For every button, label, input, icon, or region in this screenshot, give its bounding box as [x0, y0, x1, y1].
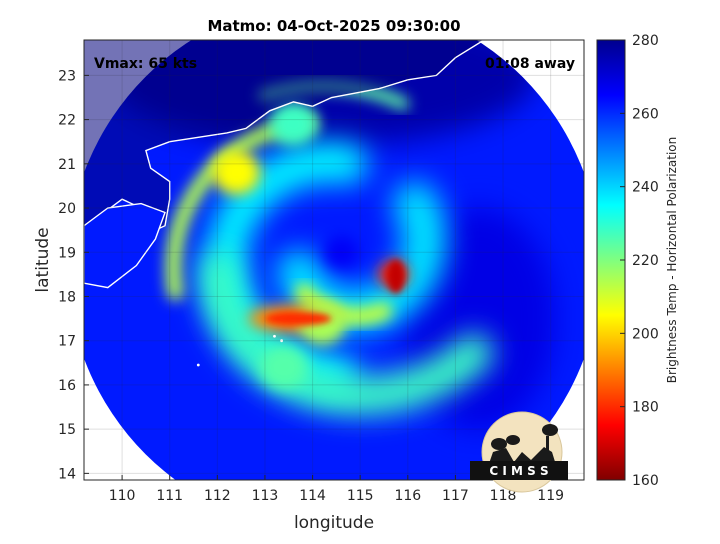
grid-lines: [84, 40, 584, 480]
coastline: [84, 40, 485, 367]
microwave-imagery: [84, 40, 584, 480]
x-tick-label: 110: [109, 488, 136, 504]
feature-band-north: [212, 150, 261, 195]
x-tick-label: 116: [394, 488, 421, 504]
y-tick-label: 14: [58, 466, 76, 482]
plot-area: 110 111 112 113 114 115 116 117 118 119 141516171…: [58, 39, 585, 504]
x-axis-ticks: 110 111 112 113 114 115 116 117 118 119: [109, 475, 564, 504]
logo-tower-tank: [542, 424, 558, 436]
y-tick-label: 20: [58, 201, 76, 217]
y-axis-ticks: 14 15 16 17 18 19 20 21 22 23: [58, 68, 89, 482]
chart-title: Matmo: 04-Oct-2025 09:30:00: [207, 17, 460, 35]
colorbar-tick-label: 200: [632, 326, 659, 342]
feature-band-outer-south: [260, 345, 308, 390]
x-tick-label: 115: [347, 488, 374, 504]
hainan-coast: [84, 202, 166, 289]
plot-frame: [83, 39, 585, 481]
logo-dish-left: [491, 438, 507, 450]
x-tick-label: 118: [490, 488, 517, 504]
vmax-annotation: Vmax: 65 kts: [94, 56, 197, 72]
south-band-hot-core: [264, 311, 332, 326]
feature-eye: [324, 236, 358, 268]
x-axis-label: longitude: [294, 513, 374, 533]
y-axis-label: latitude: [33, 227, 53, 292]
x-tick-label: 112: [204, 488, 231, 504]
colorbar-ticks: 160 180 200 220 240 260 280: [620, 33, 659, 489]
logo-banner: [470, 461, 568, 480]
y-tick-label: 16: [58, 378, 76, 394]
colorbar-tick-label: 260: [632, 106, 659, 122]
logo-tower-leg: [546, 436, 549, 458]
islet: [280, 339, 284, 343]
x-tick-label: 111: [156, 488, 183, 504]
cimss-logo: C I M S S: [470, 411, 568, 493]
islet: [273, 334, 276, 338]
x-tick-label: 117: [442, 488, 469, 504]
islet: [196, 363, 200, 367]
y-tick-label: 21: [58, 157, 76, 173]
feature-band-northeast: [269, 101, 318, 147]
north-band-core: [165, 115, 317, 301]
y-tick-label: 22: [58, 113, 76, 129]
y-tick-label: 18: [58, 289, 76, 305]
eyewall-core: [387, 259, 405, 294]
logo-text: C I M S S: [489, 464, 548, 478]
colorbar-tick-label: 160: [632, 473, 659, 489]
x-tick-label: 113: [252, 488, 279, 504]
colorbar-label: Brightness Temp - Horizontal Polarizatio…: [665, 137, 679, 384]
mainland-area: [84, 40, 484, 253]
y-tick-label: 19: [58, 245, 76, 261]
colorbar-tick-label: 240: [632, 180, 659, 196]
time-away-annotation: 01:08 away: [485, 56, 575, 72]
y-tick-label: 15: [58, 422, 76, 438]
x-tick-label: 119: [537, 488, 564, 504]
colorbar-tick-label: 220: [632, 253, 659, 269]
colorbar-tick-label: 280: [632, 33, 659, 49]
y-tick-label: 23: [58, 68, 76, 84]
colorbar-tick-label: 180: [632, 400, 659, 416]
y-tick-label: 17: [58, 334, 76, 350]
colorbar: 160 180 200 220 240 260 280 Brightness Temp - …: [596, 33, 679, 489]
logo-dish-mid: [506, 435, 520, 445]
south-band-wide: [199, 251, 494, 415]
x-tick-label: 114: [299, 488, 326, 504]
